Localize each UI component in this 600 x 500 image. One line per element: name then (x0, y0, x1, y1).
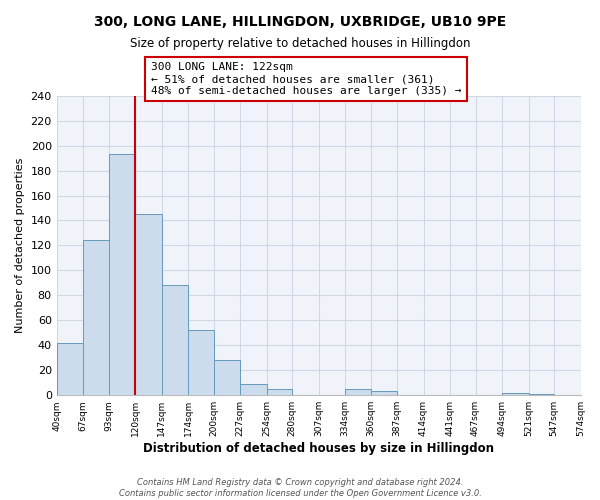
Bar (56, 343, 83, 395)
X-axis label: Distribution of detached houses by size in Hillingdon: Distribution of detached houses by size … (143, 442, 494, 455)
Text: 300, LONG LANE, HILLINGDON, UXBRIDGE, UB10 9PE: 300, LONG LANE, HILLINGDON, UXBRIDGE, UB… (94, 15, 506, 29)
Text: Contains HM Land Registry data © Crown copyright and database right 2024.
Contai: Contains HM Land Registry data © Crown c… (119, 478, 481, 498)
Text: Size of property relative to detached houses in Hillingdon: Size of property relative to detached ho… (130, 38, 470, 51)
Bar (502, 392, 529, 395)
Bar (83, 240, 109, 395)
Text: 300 LONG LANE: 122sqm
← 51% of detached houses are smaller (361)
48% of semi-det: 300 LONG LANE: 122sqm ← 51% of detached … (151, 62, 461, 96)
Bar (529, 394, 554, 395)
Bar (214, 360, 240, 395)
Bar (240, 384, 266, 395)
Y-axis label: Number of detached properties: Number of detached properties (15, 158, 25, 333)
Bar (109, 154, 135, 395)
Bar (266, 389, 292, 395)
Bar (345, 389, 371, 395)
Bar (188, 330, 214, 395)
Bar (135, 214, 161, 395)
Bar (161, 286, 188, 395)
Bar (371, 392, 397, 395)
